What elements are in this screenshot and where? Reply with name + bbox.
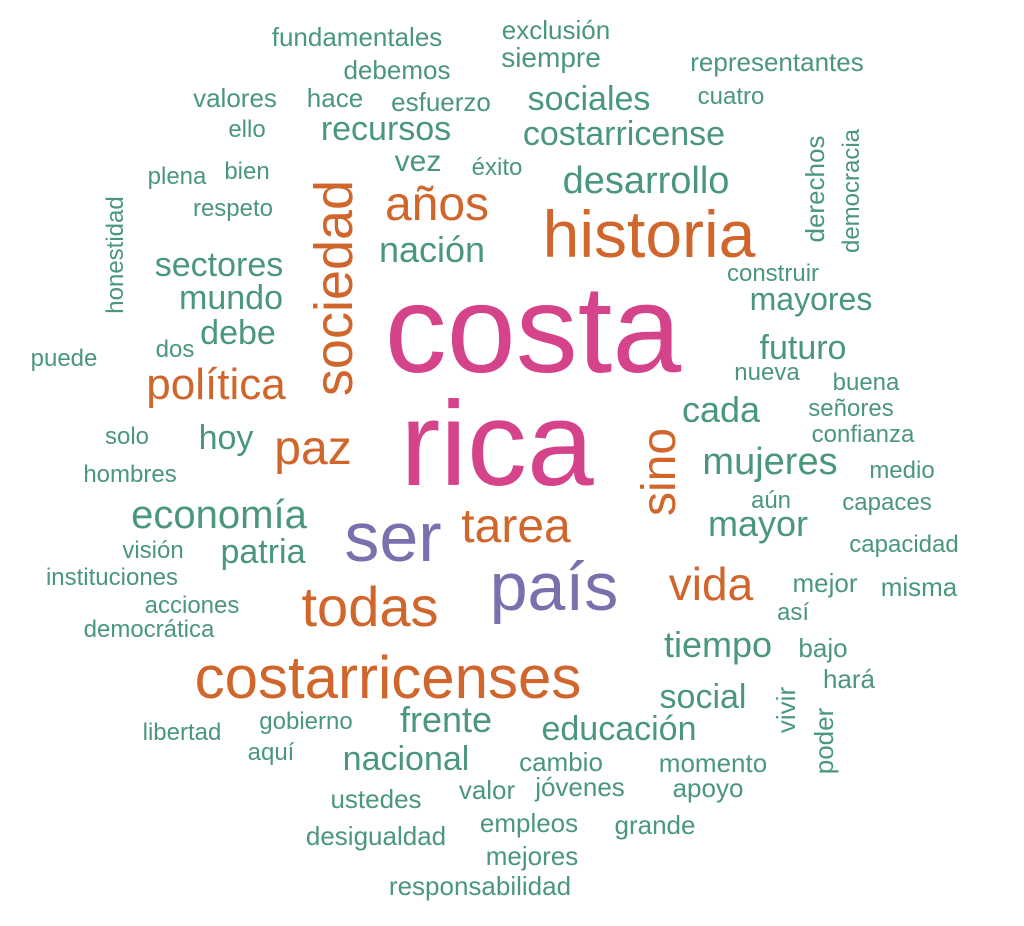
word-cuatro: cuatro: [697, 83, 765, 110]
word-vision: visión: [122, 537, 184, 564]
word-sectores: sectores: [154, 246, 284, 284]
word-democracia: democracia: [838, 128, 865, 254]
word-derechos: derechos: [800, 135, 830, 243]
word-sociales: sociales: [527, 80, 651, 118]
word-pais: país: [489, 549, 619, 625]
word-senores: señores: [808, 395, 894, 422]
word-capacidad: capacidad: [849, 531, 959, 558]
word-social: social: [659, 678, 747, 716]
word-aqui: aquí: [247, 739, 295, 766]
word-vivir: vivir: [771, 686, 801, 734]
word-libertad: libertad: [142, 719, 222, 746]
word-nueva: nueva: [734, 359, 800, 386]
word-cada: cada: [681, 389, 761, 430]
word-ser: ser: [344, 498, 442, 576]
word-nacion: nación: [378, 229, 486, 270]
word-solo: solo: [104, 423, 150, 450]
word-bien: bien: [224, 158, 270, 185]
word-cambio: cambio: [519, 747, 603, 777]
word-ello: ello: [228, 116, 266, 143]
word-misma: misma: [880, 572, 958, 602]
word-valores: valores: [193, 83, 277, 113]
word-puede: puede: [30, 345, 98, 372]
word-mujeres: mujeres: [702, 441, 838, 483]
word-costa: costa: [384, 261, 682, 399]
word-debe: debe: [200, 314, 276, 352]
word-acciones: acciones: [144, 592, 240, 619]
word-representantes: representantes: [690, 47, 864, 77]
word-respeto: respeto: [192, 195, 274, 222]
word-debemos: debemos: [343, 55, 451, 85]
word-anos: años: [384, 178, 490, 231]
word-apoyo: apoyo: [672, 773, 744, 803]
word-desarrollo: desarrollo: [562, 160, 730, 202]
word-educacion: educación: [541, 710, 697, 748]
word-capaces: capaces: [842, 489, 932, 516]
word-historia: historia: [542, 197, 756, 271]
word-tarea: tarea: [461, 500, 571, 553]
word-sino: sino: [633, 427, 686, 517]
word-mejor: mejor: [792, 568, 858, 598]
word-exclusion: exclusión: [501, 15, 611, 45]
word-ustedes: ustedes: [330, 784, 422, 814]
word-empleos: empleos: [479, 808, 579, 838]
word-esfuerzo: esfuerzo: [391, 87, 491, 117]
word-buena: buena: [832, 369, 900, 396]
word-medio: medio: [869, 457, 935, 484]
word-hoy: hoy: [198, 419, 254, 457]
word-mundo: mundo: [179, 279, 283, 317]
word-instituciones: instituciones: [45, 564, 179, 591]
word-democratica: democrática: [83, 616, 215, 643]
word-todas: todas: [301, 575, 439, 638]
word-siempre: siempre: [501, 42, 601, 73]
word-confianza: confianza: [811, 421, 915, 448]
word-mayores: mayores: [749, 281, 873, 317]
word-desigualdad: desigualdad: [305, 821, 447, 851]
word-politica: política: [146, 360, 286, 409]
word-honestidad: honestidad: [102, 196, 129, 314]
word-exito: éxito: [471, 154, 523, 181]
word-vida: vida: [668, 558, 754, 610]
word-vez: vez: [394, 145, 442, 178]
word-jovenes: jóvenes: [535, 772, 625, 802]
word-poder: poder: [809, 707, 839, 775]
word-dos: dos: [155, 336, 195, 363]
word-mayor: mayor: [707, 503, 809, 544]
word-futuro: futuro: [759, 329, 847, 367]
word-nacional: nacional: [342, 740, 470, 778]
word-grande: grande: [614, 810, 696, 840]
word-recursos: recursos: [320, 110, 452, 148]
word-construir: construir: [726, 260, 820, 287]
word-gobierno: gobierno: [259, 708, 353, 735]
word-costarricense: costarricense: [522, 115, 726, 153]
word-economia: economía: [131, 493, 307, 537]
word-responsabilidad: responsabilidad: [388, 871, 572, 901]
word-patria: patria: [220, 533, 306, 571]
word-momento: momento: [658, 748, 768, 778]
word-hombres: hombres: [83, 461, 177, 488]
word-hace: hace: [306, 83, 364, 113]
word-sociedad: sociedad: [304, 179, 364, 397]
word-hara: hará: [822, 664, 876, 694]
word-frente: frente: [399, 699, 493, 740]
word-fundamentales: fundamentales: [271, 22, 443, 52]
word-asi: así: [776, 599, 810, 626]
word-tiempo: tiempo: [663, 624, 773, 665]
word-costarricenses: costarricenses: [194, 644, 582, 711]
word-bajo: bajo: [798, 633, 848, 663]
word-aun: aún: [750, 487, 792, 514]
word-rica: rica: [400, 377, 594, 511]
word-plena: plena: [147, 163, 207, 190]
word-valor: valor: [458, 775, 516, 805]
word-paz: paz: [274, 422, 352, 475]
word-mejores: mejores: [485, 841, 579, 871]
